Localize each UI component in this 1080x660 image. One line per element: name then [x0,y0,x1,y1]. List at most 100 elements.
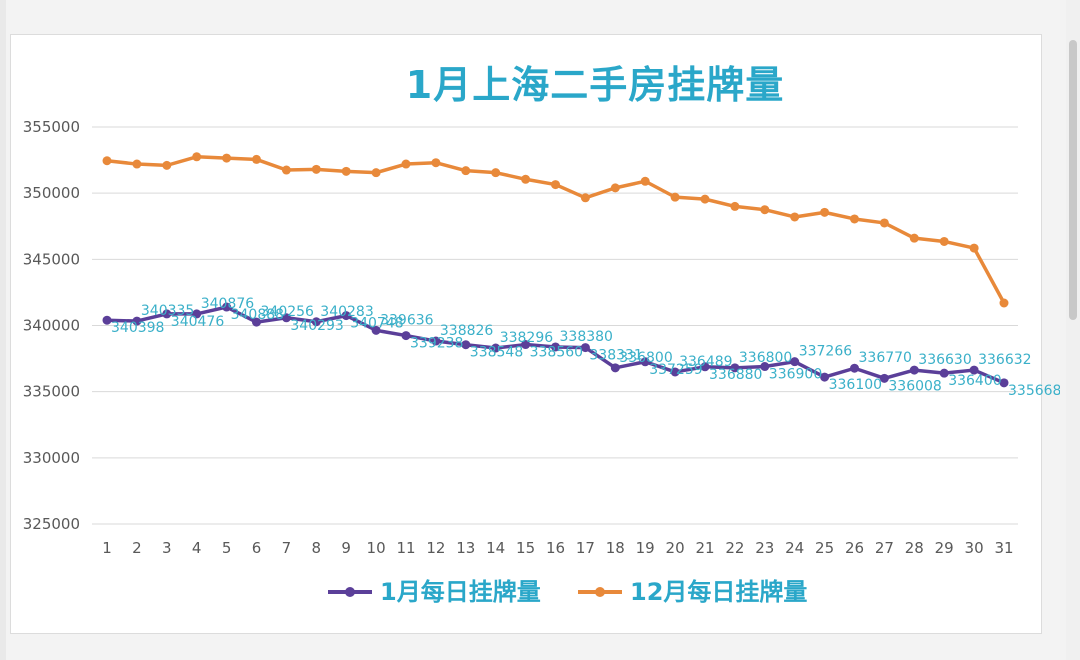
data-point [730,201,740,211]
data-point [102,156,112,166]
data-label: 338331 [589,348,642,364]
data-point [610,183,620,193]
data-label: 337266 [799,344,853,360]
data-label: 336489 [679,354,732,370]
x-tick-label: 31 [994,539,1013,557]
y-tick-label: 335000 [23,383,80,401]
x-tick-label: 19 [636,539,655,557]
legend-marker [345,587,355,597]
x-tick-label: 17 [576,539,595,557]
x-tick-label: 3 [162,539,172,557]
x-tick-label: 27 [875,539,894,557]
data-point [730,363,740,373]
x-tick-label: 11 [396,539,415,557]
data-point [491,168,501,178]
y-tick-label: 350000 [23,184,80,202]
data-point [760,205,770,215]
data-point [311,317,321,327]
data-point [790,212,800,222]
data-point [401,159,411,169]
data-point [371,325,381,335]
data-point [162,160,172,170]
legend-label: 12月每日挂牌量 [630,578,807,606]
data-label: 338826 [440,323,494,339]
data-point [969,243,979,253]
data-label: 336400 [948,373,1001,389]
data-point [909,365,919,375]
data-point [850,214,859,224]
data-point [132,316,142,326]
data-point [551,180,560,190]
data-point [580,343,590,353]
x-tick-label: 24 [785,539,804,557]
scroll-thumb[interactable] [1069,40,1077,320]
scrollbar[interactable] [1066,0,1080,660]
y-tick-label: 340000 [23,317,80,335]
data-point [401,331,411,341]
data-label: 340256 [261,304,315,320]
data-point [491,343,501,353]
data-label: 336900 [769,367,822,383]
x-tick-label: 29 [935,539,954,557]
x-tick-label: 15 [516,539,535,557]
x-tick-label: 5 [222,539,232,557]
data-point [670,367,680,377]
x-tick-label: 12 [426,539,445,557]
data-label: 336100 [829,377,882,393]
data-point [820,372,830,382]
data-point [939,368,949,378]
y-tick-label: 330000 [23,449,80,467]
y-tick-label: 325000 [23,515,80,533]
data-label: 340398 [111,320,164,336]
data-point [431,336,441,346]
data-point [521,174,531,184]
data-point [551,342,560,352]
x-tick-label: 10 [367,539,386,557]
data-point [431,158,441,168]
data-point [341,311,351,321]
legend-label: 1月每日挂牌量 [380,578,541,606]
x-tick-label: 28 [905,539,924,557]
data-point [252,154,261,164]
legend-marker [595,587,605,597]
data-point [939,236,949,246]
data-point [700,362,710,372]
data-point [640,357,650,367]
x-tick-label: 22 [725,539,744,557]
data-point [311,164,321,174]
data-point [192,152,202,162]
y-tick-label: 345000 [23,250,80,268]
x-tick-label: 8 [312,539,322,557]
data-point [820,207,830,217]
chart-card [10,34,1042,634]
data-point [969,365,979,375]
data-label: 338560 [530,345,583,361]
data-label: 338380 [560,329,613,345]
x-tick-label: 20 [666,539,685,557]
data-point [281,313,291,323]
data-label: 340293 [290,318,343,334]
data-point [281,165,291,175]
data-label: 339636 [380,312,434,328]
data-label: 336880 [709,367,762,383]
data-label: 339238 [410,336,463,352]
x-tick-label: 2 [132,539,142,557]
data-label: 338296 [500,330,554,346]
x-tick-label: 23 [755,539,774,557]
data-point [192,309,202,319]
x-tick-label: 14 [486,539,505,557]
data-point [371,168,381,178]
y-tick-label: 355000 [23,118,80,136]
data-point [222,302,232,312]
data-point [461,340,471,350]
data-point [132,159,142,169]
data-point [162,309,172,319]
data-label: 340748 [350,316,403,332]
data-point [252,317,261,327]
x-tick-label: 6 [252,539,262,557]
data-label: 337259 [649,362,702,378]
data-label: 336800 [619,350,672,366]
data-label: 336800 [739,350,792,366]
data-point [999,298,1009,308]
